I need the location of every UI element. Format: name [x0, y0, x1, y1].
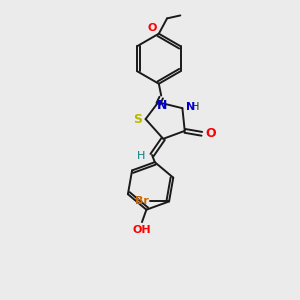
Text: Br: Br [135, 196, 148, 206]
Text: O: O [206, 127, 216, 140]
Text: O: O [148, 23, 158, 33]
Text: H: H [137, 151, 146, 160]
Text: N: N [186, 102, 195, 112]
Text: N: N [157, 99, 167, 112]
Text: H: H [192, 102, 200, 112]
Text: OH: OH [133, 225, 151, 235]
Text: S: S [133, 112, 142, 126]
